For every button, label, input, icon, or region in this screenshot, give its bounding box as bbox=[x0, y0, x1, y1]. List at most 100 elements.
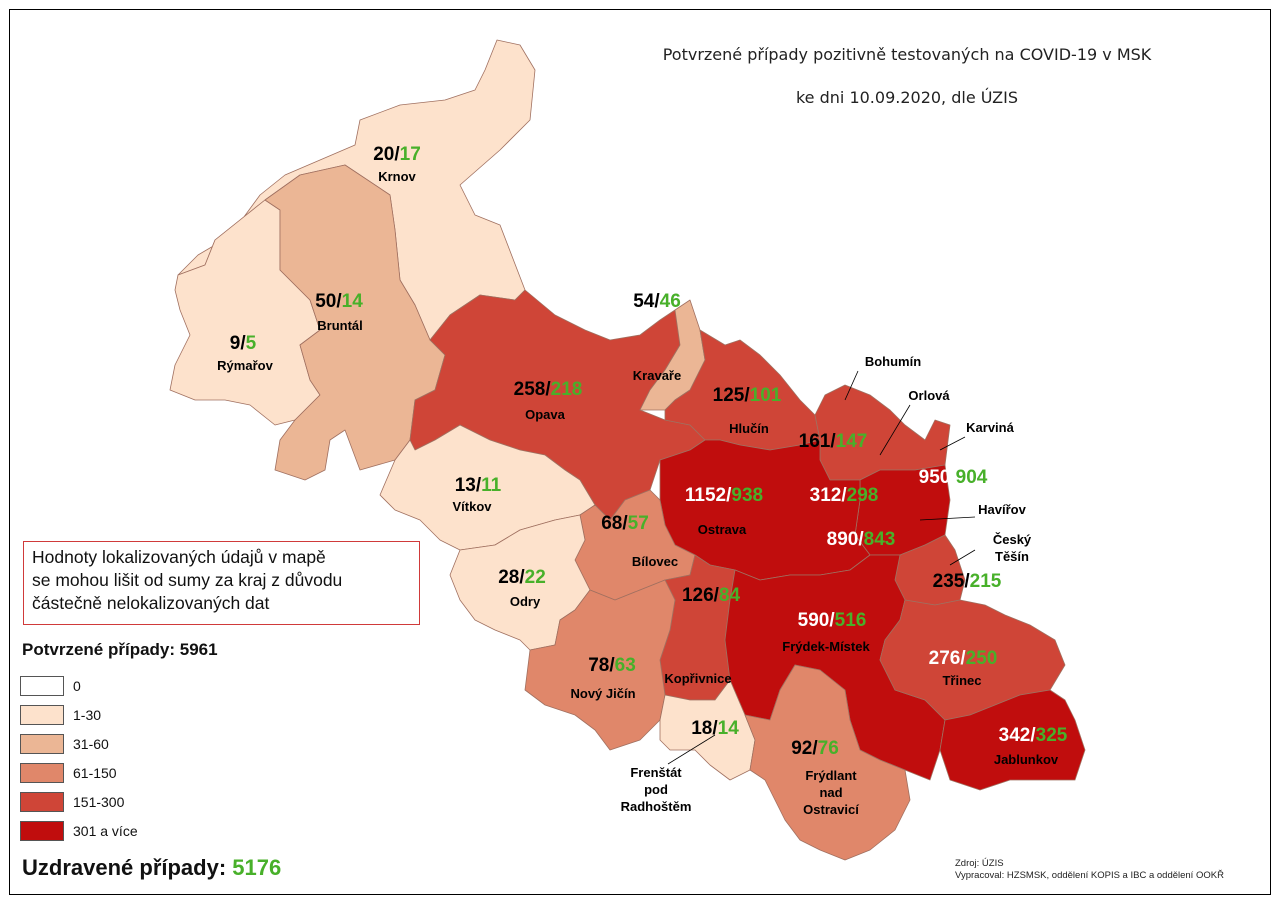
legend-label: 301 a více bbox=[73, 823, 138, 839]
recovered-count: 250 bbox=[966, 648, 998, 669]
region-name-novy-jicin: Nový Jičín bbox=[570, 686, 635, 701]
map-title: Potvrzené případy pozitivně testovaných … bbox=[662, 45, 1152, 64]
confirmed-count: 126 bbox=[682, 585, 714, 606]
case-count-odry: 28/22 bbox=[498, 567, 546, 588]
source-note: Zdroj: ÚZIS Vypracoval: HZSMSK, oddělení… bbox=[955, 858, 1224, 882]
recovered-count: 84 bbox=[719, 585, 741, 606]
confirmed-count: 20 bbox=[373, 144, 394, 165]
case-count-kravare: 54/46 bbox=[633, 291, 681, 312]
region-name-frydlant: Frýdlant bbox=[805, 768, 857, 783]
leader-frenstat bbox=[667, 734, 716, 765]
region-name-frydek-mistek: Frýdek-Místek bbox=[782, 639, 870, 654]
case-count-opava: 258/218 bbox=[514, 379, 583, 400]
confirmed-count: 28 bbox=[498, 567, 519, 588]
legend-label: 151-300 bbox=[73, 794, 125, 810]
region-name-opava: Opava bbox=[525, 407, 566, 422]
recovered-count: 325 bbox=[1036, 725, 1068, 746]
recovered-count: 843 bbox=[864, 529, 896, 550]
case-count-bohumin: 161/147 bbox=[799, 431, 868, 452]
region-name-kravare: Kravaře bbox=[633, 368, 681, 383]
legend-swatch bbox=[20, 705, 64, 725]
recovered-count: 22 bbox=[525, 567, 546, 588]
leader-orlova bbox=[879, 404, 911, 456]
region-name-frydlant: Ostravicí bbox=[803, 802, 859, 817]
recovered-count: 904 bbox=[956, 467, 988, 488]
case-count-ostrava: 1152/938 bbox=[685, 485, 763, 506]
region-name-vitkov: Vítkov bbox=[452, 499, 492, 514]
confirmed-count: 276 bbox=[929, 648, 961, 669]
case-count-frydek-mistek: 590/516 bbox=[798, 610, 867, 631]
confirmed-count: 1152 bbox=[685, 485, 726, 506]
case-count-frydlant: 92/76 bbox=[791, 738, 839, 759]
recovered-count: 57 bbox=[628, 513, 649, 534]
disclaimer-box: Hodnoty lokalizovaných údajů v mapě se m… bbox=[23, 541, 420, 625]
case-count-vitkov: 13/11 bbox=[455, 475, 502, 496]
region-name-frenstat: Radhoštěm bbox=[621, 799, 692, 814]
region-name-odry: Odry bbox=[510, 594, 541, 609]
recovered-count: 215 bbox=[970, 571, 1002, 592]
case-count-novy-jicin: 78/63 bbox=[588, 655, 636, 676]
region-name-cesky-tesin: Český bbox=[993, 532, 1032, 547]
region-name-trinec: Třinec bbox=[942, 673, 981, 688]
recovered-count: 298 bbox=[847, 485, 879, 506]
source-line: Vypracoval: HZSMSK, oddělení KOPIS a IBC… bbox=[955, 870, 1224, 881]
region-name-frenstat: pod bbox=[644, 782, 668, 797]
confirmed-count: 161 bbox=[799, 431, 831, 452]
region-name-koprivnice: Kopřivnice bbox=[664, 671, 731, 686]
recovered-count: 5 bbox=[246, 333, 257, 354]
region-bruntal[interactable] bbox=[264, 164, 446, 481]
confirmed-count: 50 bbox=[315, 291, 336, 312]
confirmed-count: 13 bbox=[455, 475, 476, 496]
leader-bohumin bbox=[844, 370, 859, 401]
confirmed-count: 312 bbox=[810, 485, 842, 506]
confirmed-count: 890 bbox=[827, 529, 859, 550]
confirmed-count: 950 bbox=[919, 467, 951, 488]
confirmed-count: 92 bbox=[791, 738, 812, 759]
legend-swatch bbox=[20, 821, 64, 841]
confirmed-count: 68 bbox=[601, 513, 622, 534]
case-count-jablunkov: 342/325 bbox=[999, 725, 1068, 746]
region-novy-jicin[interactable] bbox=[524, 579, 676, 751]
confirmed-count: 78 bbox=[588, 655, 609, 676]
source-line: Zdroj: ÚZIS bbox=[955, 858, 1004, 869]
confirmed-count: 342 bbox=[999, 725, 1031, 746]
recovered-count: 17 bbox=[400, 144, 421, 165]
region-name-bilovec: Bílovec bbox=[632, 554, 678, 569]
recovered-count: 11 bbox=[481, 475, 502, 496]
region-name-jablunkov: Jablunkov bbox=[994, 752, 1059, 767]
confirmed-count: 590 bbox=[798, 610, 830, 631]
region-name-ostrava: Ostrava bbox=[698, 522, 747, 537]
disclaimer-line: částečně nelokalizovaných dat bbox=[32, 593, 270, 613]
disclaimer-line: Hodnoty lokalizovaných údajů v mapě bbox=[32, 547, 326, 567]
region-name-bruntal: Bruntál bbox=[317, 318, 363, 333]
recovered-count: 101 bbox=[750, 385, 782, 406]
case-count-havirov: 890/843 bbox=[827, 529, 896, 550]
case-count-koprivnice: 126/84 bbox=[682, 585, 741, 606]
recovered-label: Uzdravené případy: bbox=[22, 855, 227, 880]
region-name-hlucin: Hlučín bbox=[729, 421, 769, 436]
leader-cesky-tesin bbox=[949, 549, 976, 566]
legend-swatch bbox=[20, 763, 64, 783]
disclaimer-line: se mohou lišit od sumy za kraj z důvodu bbox=[32, 570, 343, 590]
recovered-count: 147 bbox=[836, 431, 868, 452]
legend-label: 61-150 bbox=[73, 765, 117, 781]
confirmed-count: 258 bbox=[514, 379, 546, 400]
leader-karvina bbox=[939, 436, 966, 451]
recovered-value: 5176 bbox=[232, 855, 282, 880]
case-count-krnov: 20/17 bbox=[373, 144, 421, 165]
recovered-count: 46 bbox=[660, 291, 681, 312]
case-count-trinec: 276/250 bbox=[929, 648, 998, 669]
region-frydlant[interactable] bbox=[744, 664, 911, 861]
case-count-cesky-tesin: 235/215 bbox=[933, 571, 1002, 592]
confirmed-count: 54 bbox=[633, 291, 655, 312]
recovered-count: 218 bbox=[551, 379, 583, 400]
confirmed-count: 9 bbox=[230, 333, 241, 354]
region-jablunkov[interactable] bbox=[939, 689, 1086, 791]
case-count-rymarov: 9/5 bbox=[230, 333, 257, 354]
region-name-cesky-tesin: Těšín bbox=[995, 549, 1029, 564]
case-count-bilovec: 68/57 bbox=[601, 513, 649, 534]
case-count-ostrava-east: 312/298 bbox=[810, 485, 879, 506]
legend-swatch bbox=[20, 792, 64, 812]
